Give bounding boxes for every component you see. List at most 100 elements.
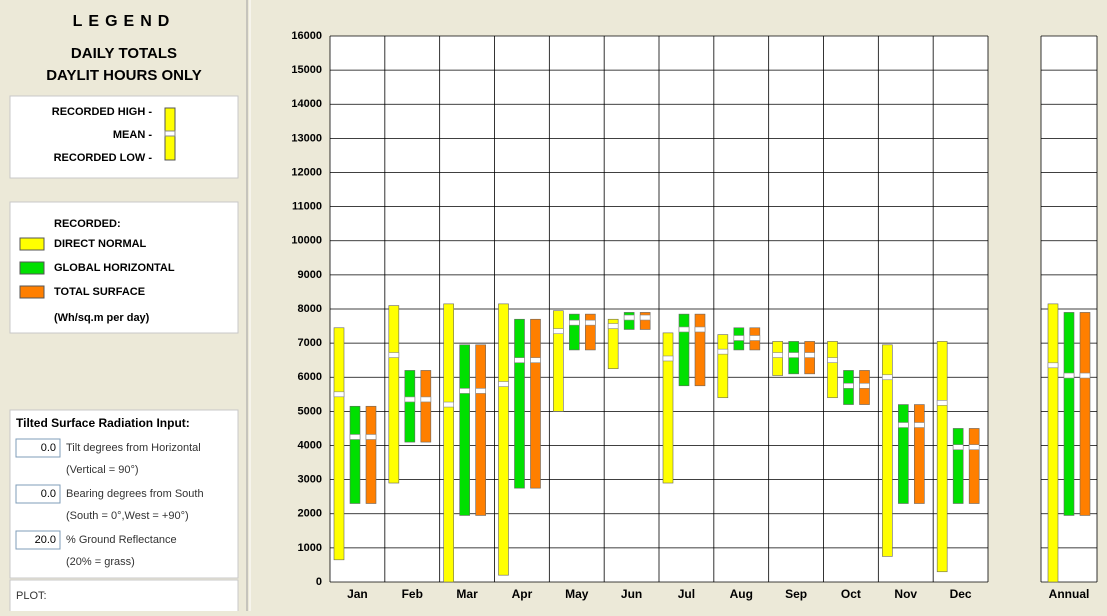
key-box [9,95,239,179]
mean-mark [914,422,925,428]
range-bar [827,341,838,399]
legend-subtitle: DAYLIT HOURS ONLY [46,67,202,84]
mean-mark [365,434,377,440]
input-label: Tilt degrees from Horizontal [66,442,201,454]
range-bar [530,318,541,489]
range-bar [623,312,635,330]
range-bar [459,344,470,516]
x-tick-label: Jul [678,587,695,601]
range-bar [585,313,596,351]
range-bar [772,341,783,376]
key-label: RECORDED LOW - [54,152,153,164]
key-mean [164,130,176,137]
mean-mark [788,352,799,358]
mean-mark [968,444,980,451]
mean-mark [459,388,470,394]
range-bar [404,370,416,443]
mean-mark [333,391,345,398]
range-bar [882,344,893,557]
range-bar [333,327,345,561]
mean-mark [607,323,619,329]
legend-label: DIRECT NORMAL [54,238,147,250]
y-tick-label: 14000 [291,98,322,110]
input-box [15,530,61,550]
mean-mark [1079,372,1091,379]
mean-mark [898,422,909,428]
legend-swatch [19,285,45,299]
plot-box [9,579,239,616]
range-bar [968,428,980,504]
mean-mark [623,314,635,321]
x-tick-label: Dec [950,587,972,601]
mean-mark [678,326,690,333]
tilted-title: Tilted Surface Radiation Input: [16,416,190,430]
input-value: 0.0 [41,442,56,454]
mean-mark [639,314,651,321]
input-label: Bearing degrees from South [66,488,204,500]
range-bar [607,318,619,370]
input-box [15,438,61,458]
key-label: RECORDED HIGH - [52,106,153,118]
mean-mark [404,396,416,403]
range-bar [365,405,377,504]
mean-mark [530,357,541,363]
units: (Wh/sq.m per day) [54,312,150,324]
range-bar [569,313,580,351]
range-bar [678,313,690,387]
range-bar [662,332,674,484]
x-tick-label: Feb [402,587,423,601]
input-value: 20.0 [35,534,56,546]
range-bar [952,428,964,504]
range-bar [388,305,400,484]
y-tick-label: 3000 [298,474,322,486]
input-note: (20% = grass) [66,556,135,568]
range-bar [1047,303,1059,583]
x-tick-label: Apr [512,587,533,601]
y-tick-label: 11000 [292,201,322,213]
range-bar [553,310,564,412]
mean-mark [694,326,706,333]
mean-mark [882,374,893,381]
y-tick-label: 0 [316,576,322,588]
input-note: (Vertical = 90°) [66,464,139,476]
plot-label: PLOT: [16,590,47,602]
input-label: % Ground Reflectance [66,534,177,546]
y-tick-label: 15000 [291,64,322,76]
x-tick-label: Jun [621,587,642,601]
legend-label: GLOBAL HORIZONTAL [54,262,175,274]
key-label: MEAN - [113,129,152,141]
range-bar [443,303,454,583]
x-tick-label: Oct [841,587,861,601]
y-tick-label: 10000 [291,235,322,247]
range-bar [936,341,948,573]
range-bar [514,318,525,489]
mean-mark [772,352,783,358]
mean-mark [585,319,596,326]
x-tick-label: Annual [1049,587,1090,601]
y-tick-label: 5000 [298,405,322,417]
mean-mark [733,335,745,341]
legend-swatch [19,237,45,251]
input-note: (South = 0°,West = +90°) [66,510,189,522]
x-tick-label: Nov [894,587,917,601]
mean-mark [859,382,870,389]
range-bar [914,404,925,504]
mean-mark [827,357,838,363]
range-bar [898,404,909,504]
mean-mark [843,382,854,389]
range-bar [498,303,509,576]
mean-mark [936,400,948,406]
mean-mark [952,444,964,451]
range-bar [694,313,706,387]
mean-mark [349,434,361,440]
mean-mark [749,335,761,341]
mean-mark [1063,372,1075,379]
input-value: 0.0 [41,488,56,500]
recorded-heading: RECORDED: [54,218,121,230]
x-tick-label: Jan [347,587,368,601]
x-tick-label: Aug [730,587,753,601]
legend-title: LEGEND [73,13,176,30]
y-tick-label: 9000 [298,269,322,281]
y-tick-label: 8000 [298,303,322,315]
range-bar [717,334,729,399]
